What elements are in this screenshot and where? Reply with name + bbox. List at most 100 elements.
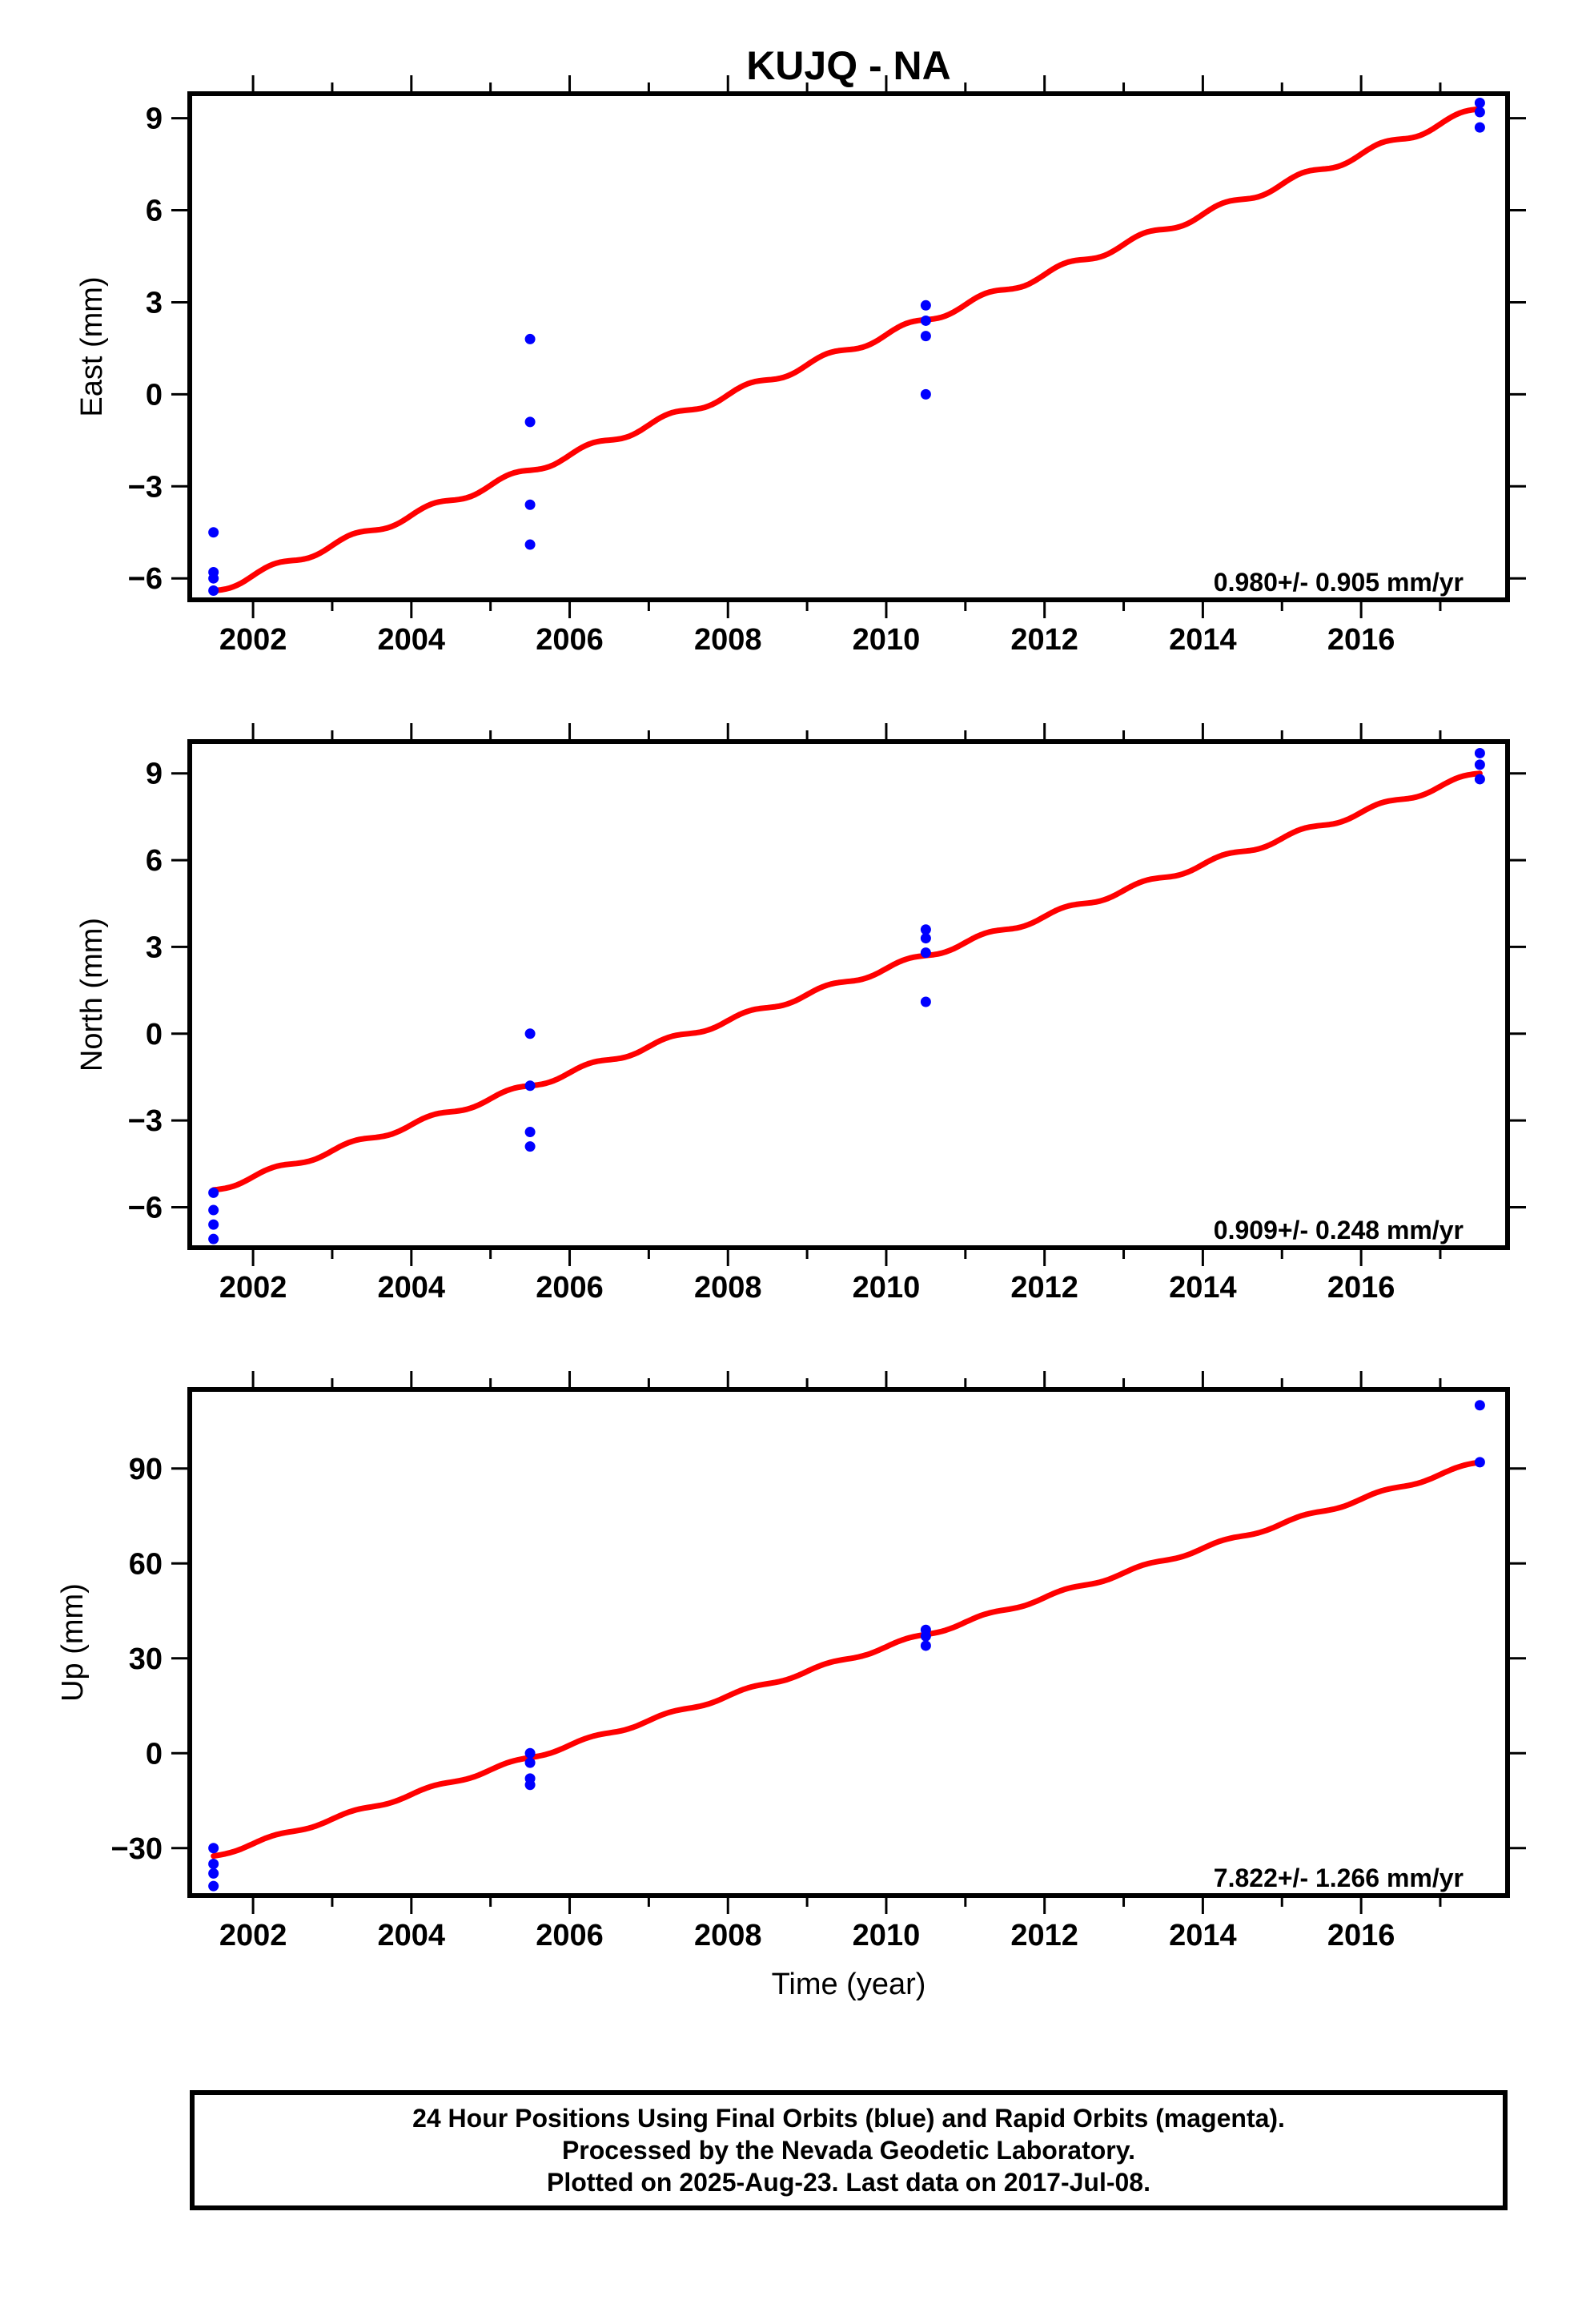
panel3-xtick-label-2016: 2016 [1327,1919,1395,1952]
panel1-ytick-label-2: 0 [146,378,163,412]
panel2-frame [187,739,1510,1250]
panel2-xtick-label-2014: 2014 [1169,1271,1237,1305]
panel3-data-point-2 [208,1868,219,1879]
panel2-data-point-5 [524,1080,536,1092]
panel1-data-point-13 [1474,107,1485,118]
panel1-xtick-label-2014: 2014 [1169,623,1237,657]
panel2-trend-line [211,770,1483,1193]
panel1-rate-label: 0.980+/- 0.905 mm/yr [1214,568,1464,597]
panel3-xtick-label-2012: 2012 [1010,1919,1078,1952]
panel1-trend-line [211,106,1483,593]
panel2-xtick-label-2004: 2004 [378,1271,446,1305]
panel2-data-point-11 [920,996,931,1007]
panel1-ytick-label-1: −3 [128,470,163,504]
panel3-frame [187,1387,1510,1898]
panel3-ytick-label-2: 30 [129,1642,163,1676]
panel2-data-point-10 [920,947,931,959]
panel1-data-point-7 [524,539,536,550]
panel3-data-point-12 [1474,1457,1485,1468]
panel3-data-point-3 [208,1880,219,1892]
panel2-ytick-label-5: 9 [146,758,163,791]
panel1-data-point-12 [1474,97,1485,108]
panel2-data-point-6 [524,1127,536,1138]
panel3-rate-label: 7.822+/- 1.266 mm/yr [1214,1864,1464,1892]
panel1-xtick-label-2012: 2012 [1010,623,1078,657]
panel3-data-point-11 [1474,1400,1485,1411]
panel1-ytick-label-4: 6 [146,195,163,228]
panel1-data-point-5 [524,416,536,428]
panel1-xtick-label-2008: 2008 [694,623,762,657]
panel1-data-point-11 [920,388,931,400]
panel3-trend-line [211,1459,1483,1860]
panel3-ylabel: Up (mm) [56,1583,90,1702]
panel2-data-point-14 [1474,774,1485,785]
panel3-xtick-label-2014: 2014 [1169,1919,1237,1952]
panel2-ytick-label-0: −6 [128,1191,163,1224]
panel2-ylabel: North (mm) [75,918,109,1072]
panel3-data-point-0 [208,1843,219,1854]
panel2-rate-label: 0.909+/- 0.248 mm/yr [1214,1216,1464,1244]
panel1-ytick-label-3: 3 [146,286,163,320]
panel2-data-point-13 [1474,759,1485,770]
panel2-xtick-label-2010: 2010 [853,1271,921,1305]
panel1-ytick-label-5: 9 [146,103,163,136]
panel1-data-point-4 [524,333,536,344]
panel1-data-point-10 [920,331,931,342]
panel3-xlabel: Time (year) [772,1968,926,2001]
panel3-data-point-5 [524,1757,536,1768]
panel2-xtick-label-2002: 2002 [219,1271,287,1305]
panel3-xtick-label-2004: 2004 [378,1919,446,1952]
panel1-data-point-9 [920,315,931,326]
panel1-xtick-label-2002: 2002 [219,623,287,657]
footer-line-plotted: Plotted on 2025-Aug-23. Last data on 201… [547,2168,1150,2197]
panel1-data-point-8 [920,300,931,311]
panel3-xtick-label-2010: 2010 [853,1919,921,1952]
panel2-data-point-2 [208,1219,219,1230]
panel3-xtick-label-2008: 2008 [694,1919,762,1952]
panel3-data-point-9 [920,1630,931,1642]
panel3-data-point-4 [524,1747,536,1759]
panel3-ytick-label-0: −30 [111,1832,163,1866]
panel3-ytick-label-4: 90 [129,1453,163,1486]
panel2-data-point-1 [208,1204,219,1216]
panel2-data-point-12 [1474,747,1485,758]
panel2-data-point-9 [920,933,931,944]
panel3-xtick-label-2006: 2006 [536,1919,604,1952]
footer-line-orbits: 24 Hour Positions Using Final Orbits (bl… [412,2104,1285,2133]
panel2-xtick-label-2008: 2008 [694,1271,762,1305]
panel3-xtick-label-2002: 2002 [219,1919,287,1952]
panel1-frame [187,91,1510,602]
panel2-ytick-label-3: 3 [146,931,163,964]
panel2-data-point-3 [208,1233,219,1244]
footer-line-processed: Processed by the Nevada Geodetic Laborat… [561,2136,1136,2165]
footer-caption-box: 24 Hour Positions Using Final Orbits (bl… [190,2090,1508,2210]
panel1-xtick-label-2004: 2004 [378,623,446,657]
panel2-xtick-label-2006: 2006 [536,1271,604,1305]
panel1-data-point-0 [208,527,219,538]
panel2-data-point-8 [920,924,931,935]
panel2-data-point-7 [524,1141,536,1152]
panel2-data-point-0 [208,1187,219,1198]
panel3-ytick-label-1: 0 [146,1737,163,1771]
panel1-ytick-label-0: −6 [128,562,163,596]
panel2-xtick-label-2012: 2012 [1010,1271,1078,1305]
panel3-data-point-7 [524,1779,536,1791]
panel2-ytick-label-2: 0 [146,1018,163,1051]
panel3-data-point-1 [208,1859,219,1869]
panel1-data-point-3 [208,585,219,597]
panel1-ylabel: East (mm) [75,276,109,416]
panel3-data-point-10 [920,1640,931,1651]
chart-title: KUJQ - NA [746,43,951,88]
panel2-ytick-label-4: 6 [146,844,163,878]
panel2-xtick-label-2016: 2016 [1327,1271,1395,1305]
panel1-data-point-6 [524,499,536,510]
panel1-data-point-2 [208,573,219,584]
panel3-ytick-label-3: 60 [129,1547,163,1581]
panel1-xtick-label-2010: 2010 [853,623,921,657]
panel2-ytick-label-1: −3 [128,1104,163,1138]
panel2-data-point-4 [524,1028,536,1039]
panel1-data-point-14 [1474,122,1485,133]
panel1-xtick-label-2016: 2016 [1327,623,1395,657]
